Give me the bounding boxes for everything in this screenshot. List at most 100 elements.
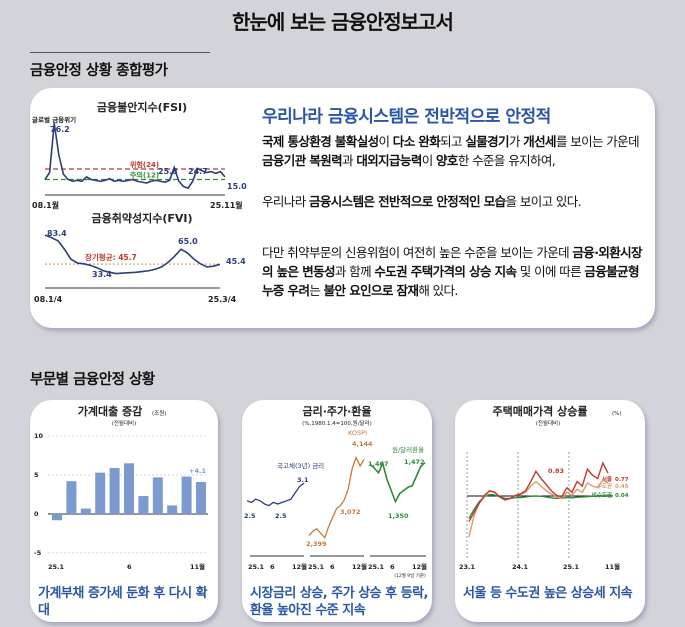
fsi-label: 25.8 — [158, 167, 178, 176]
market-summary: 시장금리 상승, 주가 상승 후 등락, 환율 높아진 수준 지속 — [250, 586, 429, 618]
text-segment: 금융불균형 누증 우려 — [262, 264, 640, 298]
text-segment: 양호 — [436, 153, 458, 168]
section-sector-status: 부문별 금융안정 상황 — [30, 372, 155, 388]
market-xtick: 25.1 — [248, 563, 265, 571]
market-xtick: 6 — [390, 563, 395, 571]
fsi-xtick: 08.1월 — [32, 200, 59, 210]
bar — [109, 467, 120, 514]
market-xtick: 12월 — [292, 562, 307, 571]
market-xtick: 12월 — [412, 562, 427, 571]
rate-label: 2.5 — [244, 512, 256, 520]
series-last: 0.04 — [615, 493, 629, 499]
overview-paragraph: 우리나라 금융시스템은 전반적으로 안정적인 모습을 보이고 있다. — [262, 192, 652, 211]
housing-unit: (%) — [612, 411, 622, 417]
series-name: 서울 — [602, 475, 612, 483]
fvi-title: 금융취약성지수(FVI) — [91, 211, 192, 225]
fsi-xtick: 25.11월 — [210, 200, 243, 210]
market-xtick: 6 — [270, 563, 275, 571]
kospi-line — [308, 455, 365, 540]
fx-label: 1,467 — [368, 460, 389, 468]
threshold-label: 주의(12) — [130, 171, 159, 180]
fvi-label: 83.4 — [47, 229, 67, 238]
bar — [181, 476, 192, 514]
fvi-line — [44, 234, 221, 275]
fx-name: 원/달러환율 — [392, 445, 424, 454]
market-subtitle: (%,1980.1.4=100,원/달러) — [302, 419, 372, 427]
text-segment: 한 수준을 유지하여, — [457, 153, 556, 168]
bar-ytick: 0 — [34, 510, 39, 518]
housing-peak-label: 0.83 — [548, 467, 564, 475]
bar — [124, 463, 134, 514]
text-segment: 금융·외환시장의 높은 변동성 — [262, 245, 643, 279]
bar — [52, 514, 62, 521]
text-segment: 되고 — [440, 134, 466, 149]
market-xtick: 25.1 — [368, 563, 385, 571]
fsi-line — [44, 123, 226, 190]
text-segment: 국제 통상환경 불확실성 — [262, 134, 379, 149]
text-segment: 이 — [378, 134, 393, 149]
bar — [80, 508, 91, 514]
household-summary: 가계부채 증가세 둔화 후 다시 확대 — [38, 586, 208, 618]
housing-xtick: 23.1 — [459, 563, 476, 571]
housing-line-1 — [468, 479, 609, 538]
housing-line-0 — [468, 461, 609, 522]
market-card: 시장금리 상승, 주가 상승 후 등락, 환율 높아진 수준 지속 — [242, 400, 432, 622]
text-segment: 이 — [421, 153, 437, 168]
bar-ytick: 10 — [34, 432, 44, 440]
fvi-average-label: 장기평균: 45.7 — [85, 252, 137, 262]
text-segment: 불안 요인으로 잠재 — [323, 283, 419, 298]
bar-last-label: +4.1 — [189, 467, 206, 475]
bar-unit: (조원) — [152, 409, 166, 417]
bar — [138, 496, 149, 514]
bar-xtick: 11월 — [190, 562, 205, 571]
overview-paragraph: 다만 취약부문의 신용위험이 여전히 높은 수준을 보이는 가운데 금융·외환시… — [262, 243, 652, 300]
rate-line — [246, 482, 305, 507]
market-chart: 금리·주가·환율(%,1980.1.4=100,원/달러) 국고채(3년) 금리 2… — [244, 404, 427, 579]
text-segment: 과 함께 — [334, 264, 375, 279]
bar — [95, 472, 106, 514]
text-segment: 금융시스템은 전반적으로 안정적인 모습 — [308, 194, 506, 209]
overview-headline: 우리나라 금융시스템은 전반적으로 안정적 — [262, 107, 551, 127]
bar-ytick: -5 — [34, 549, 42, 557]
kospi-label: 2,399 — [306, 540, 327, 548]
bar-xtick: 6 — [127, 563, 132, 571]
bar-title: 가계대출 증감 — [78, 404, 143, 418]
rate-label: 3.1 — [297, 476, 309, 484]
housing-card: 서울 등 수도권 높은 상승세 지속 — [455, 400, 645, 622]
market-xtick: 25.1 — [308, 563, 325, 571]
kospi-label: 3,072 — [340, 508, 361, 516]
section-overall-assessment: 금융안정 상황 종합평가 — [30, 52, 210, 80]
bar-subtitle: (전월대비) — [112, 419, 137, 427]
fsi-label: 24.7 — [188, 167, 208, 176]
series-name: 수도권 — [597, 482, 612, 490]
bar — [196, 482, 206, 514]
housing-xtick: 25.1 — [563, 563, 580, 571]
fvi-xtick: 25.3/4 — [208, 295, 237, 304]
text-segment: 해 있다. — [418, 283, 458, 298]
fsi-annotation: 글로벌 금융위기 — [32, 115, 76, 124]
market-title: 금리·주가·환율 — [302, 404, 371, 418]
bar — [167, 505, 178, 514]
housing-xtick: 24.1 — [512, 563, 529, 571]
bar — [66, 481, 77, 514]
fsi-label: 15.0 — [227, 182, 247, 191]
fvi-label: 33.4 — [92, 270, 112, 279]
text-segment: 를 보이는 가운데 — [555, 134, 640, 149]
text-segment: 을 보이고 있다. — [505, 194, 582, 209]
fx-label: 1,350 — [388, 512, 409, 520]
fvi-label: 65.0 — [178, 237, 198, 246]
fvi-xtick: 08.1/4 — [34, 295, 63, 304]
text-segment: 개선세 — [523, 134, 556, 149]
fvi-label: 45.4 — [226, 257, 246, 266]
text-segment: 금융기관 복원력 — [262, 153, 343, 168]
fx-line — [369, 460, 426, 504]
market-xtick: 12월 — [352, 562, 367, 571]
bar-ytick: 5 — [34, 471, 39, 479]
text-segment: 과 — [342, 153, 357, 168]
rate-label: 2.5 — [275, 512, 287, 520]
housing-title: 주택매매가격 상승률 — [493, 404, 588, 418]
housing-xtick: 11월 — [605, 562, 620, 571]
threshold-label: 위험(24) — [130, 160, 159, 169]
